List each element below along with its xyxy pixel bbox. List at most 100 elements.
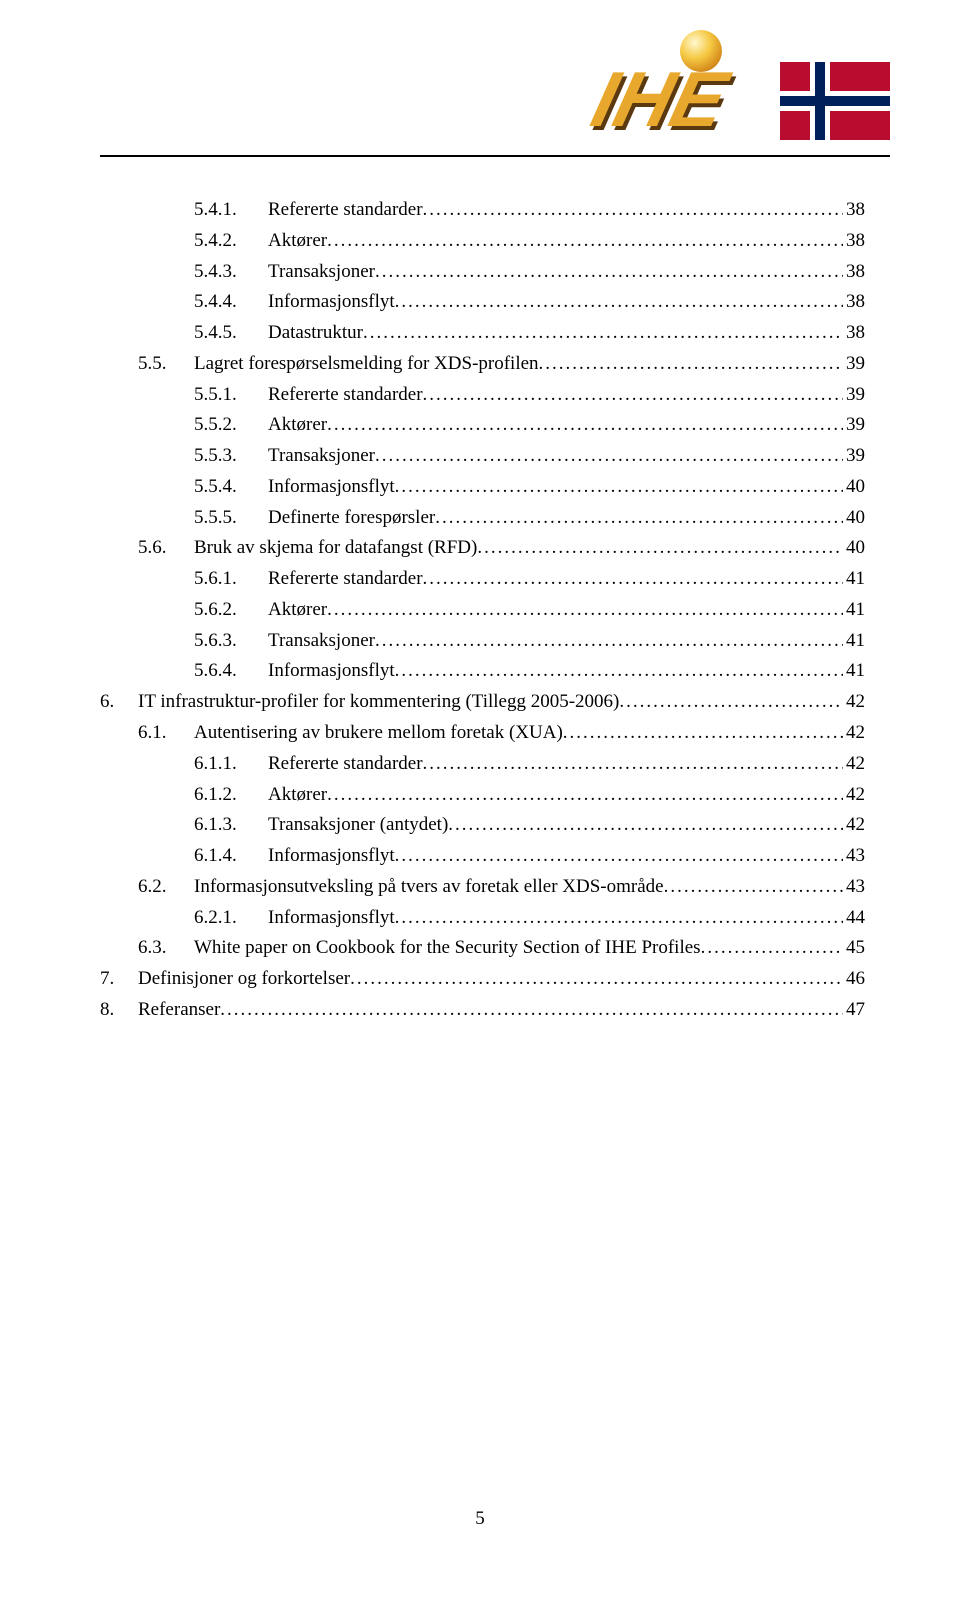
toc-title: Refererte standarder xyxy=(268,195,423,226)
toc-row: 5.6.4.Informasjonsflyt 41 xyxy=(100,656,865,687)
toc-title: Referanser xyxy=(138,995,220,1026)
toc-dots xyxy=(423,749,843,780)
toc-dots xyxy=(327,410,843,441)
toc-row: 5.4.2.Aktører 38 xyxy=(100,226,865,257)
toc-page: 43 xyxy=(843,872,865,903)
toc-row: 6.1.4.Informasjonsflyt 43 xyxy=(100,841,865,872)
toc-page: 39 xyxy=(843,410,865,441)
toc-number: 5.5. xyxy=(138,349,194,380)
toc-row: 5.6.Bruk av skjema for datafangst (RFD) … xyxy=(100,533,865,564)
toc-row: 6.1.3.Transaksjoner (antydet) 42 xyxy=(100,810,865,841)
toc-dots xyxy=(448,810,843,841)
toc-row: 5.4.3.Transaksjoner 38 xyxy=(100,257,865,288)
toc-title: Informasjonsflyt xyxy=(268,841,395,872)
toc-dots xyxy=(327,226,843,257)
toc-number: 5.6.1. xyxy=(194,564,268,595)
toc-row: 5.6.2.Aktører 41 xyxy=(100,595,865,626)
toc-row: 5.4.1.Refererte standarder 38 xyxy=(100,195,865,226)
toc-page: 39 xyxy=(843,349,865,380)
toc-dots xyxy=(395,841,843,872)
toc-number: 6.3. xyxy=(138,933,194,964)
toc-number: 5.5.2. xyxy=(194,410,268,441)
toc-dots xyxy=(563,718,843,749)
toc-title: Informasjonsutveksling på tvers av foret… xyxy=(194,872,664,903)
toc-page: 42 xyxy=(843,687,865,718)
toc-row: 5.4.5.Datastruktur 38 xyxy=(100,318,865,349)
toc-title: Informasjonsflyt xyxy=(268,656,395,687)
toc-number: 6. xyxy=(100,687,138,718)
toc-dots xyxy=(619,687,843,718)
toc-page: 42 xyxy=(843,810,865,841)
toc-title: Transaksjoner (antydet) xyxy=(268,810,448,841)
toc-number: 6.1.4. xyxy=(194,841,268,872)
toc-title: Aktører xyxy=(268,780,327,811)
toc-title: Definisjoner og forkortelser xyxy=(138,964,350,995)
toc-title: Refererte standarder xyxy=(268,749,423,780)
toc-dots xyxy=(423,564,843,595)
toc-title: Lagret forespørselsmelding for XDS-profi… xyxy=(194,349,539,380)
toc-page: 38 xyxy=(843,257,865,288)
toc-row: 6.1.2.Aktører 42 xyxy=(100,780,865,811)
toc-page: 42 xyxy=(843,749,865,780)
toc-row: 5.6.1.Refererte standarder 41 xyxy=(100,564,865,595)
toc-number: 5.5.4. xyxy=(194,472,268,503)
toc-number: 5.4.3. xyxy=(194,257,268,288)
toc-title: Aktører xyxy=(268,595,327,626)
toc-dots xyxy=(395,656,843,687)
toc-dots xyxy=(375,626,843,657)
table-of-contents: 5.4.1.Refererte standarder 385.4.2.Aktør… xyxy=(100,195,865,1026)
toc-title: Aktører xyxy=(268,226,327,257)
toc-dots xyxy=(375,257,843,288)
toc-page: 40 xyxy=(843,472,865,503)
sphere-icon xyxy=(680,30,722,72)
toc-dots xyxy=(395,287,843,318)
toc-page: 38 xyxy=(843,195,865,226)
toc-row: 5.5.Lagret forespørselsmelding for XDS-p… xyxy=(100,349,865,380)
toc-row: 6.IT infrastruktur-profiler for kommente… xyxy=(100,687,865,718)
toc-row: 6.2.1.Informasjonsflyt 44 xyxy=(100,903,865,934)
toc-title: Aktører xyxy=(268,410,327,441)
toc-row: 6.1.1.Refererte standarder 42 xyxy=(100,749,865,780)
toc-title: Definerte forespørsler xyxy=(268,503,435,534)
ihe-logo: IHE IHE xyxy=(580,30,770,140)
toc-number: 5.6.2. xyxy=(194,595,268,626)
toc-title: Transaksjoner xyxy=(268,441,375,472)
toc-title: Refererte standarder xyxy=(268,564,423,595)
toc-dots xyxy=(477,533,843,564)
toc-row: 6.2.Informasjonsutveksling på tvers av f… xyxy=(100,872,865,903)
toc-row: 5.6.3.Transaksjoner 41 xyxy=(100,626,865,657)
toc-row: 5.5.5.Definerte forespørsler 40 xyxy=(100,503,865,534)
toc-page: 41 xyxy=(843,626,865,657)
toc-title: IT infrastruktur-profiler for kommenteri… xyxy=(138,687,619,718)
toc-dots xyxy=(664,872,843,903)
toc-number: 5.5.5. xyxy=(194,503,268,534)
toc-page: 41 xyxy=(843,656,865,687)
toc-title: Refererte standarder xyxy=(268,380,423,411)
toc-page: 38 xyxy=(843,226,865,257)
toc-dots xyxy=(350,964,843,995)
toc-dots xyxy=(395,472,843,503)
toc-title: Informasjonsflyt xyxy=(268,287,395,318)
toc-dots xyxy=(423,380,843,411)
toc-page: 40 xyxy=(843,533,865,564)
toc-row: 6.3.White paper on Cookbook for the Secu… xyxy=(100,933,865,964)
toc-row: 8.Referanser 47 xyxy=(100,995,865,1026)
toc-row: 5.5.1.Refererte standarder 39 xyxy=(100,380,865,411)
toc-row: 5.5.3.Transaksjoner 39 xyxy=(100,441,865,472)
toc-number: 6.2.1. xyxy=(194,903,268,934)
toc-dots xyxy=(539,349,843,380)
toc-dots xyxy=(327,595,843,626)
toc-number: 7. xyxy=(100,964,138,995)
toc-row: 5.5.2.Aktører 39 xyxy=(100,410,865,441)
toc-dots xyxy=(423,195,843,226)
header-divider xyxy=(100,155,890,157)
toc-dots xyxy=(435,503,843,534)
toc-number: 6.2. xyxy=(138,872,194,903)
toc-number: 5.6.4. xyxy=(194,656,268,687)
toc-page: 46 xyxy=(843,964,865,995)
toc-page: 43 xyxy=(843,841,865,872)
toc-title: Autentisering av brukere mellom foretak … xyxy=(194,718,563,749)
toc-number: 5.4.1. xyxy=(194,195,268,226)
toc-number: 5.4.5. xyxy=(194,318,268,349)
toc-row: 5.4.4.Informasjonsflyt 38 xyxy=(100,287,865,318)
